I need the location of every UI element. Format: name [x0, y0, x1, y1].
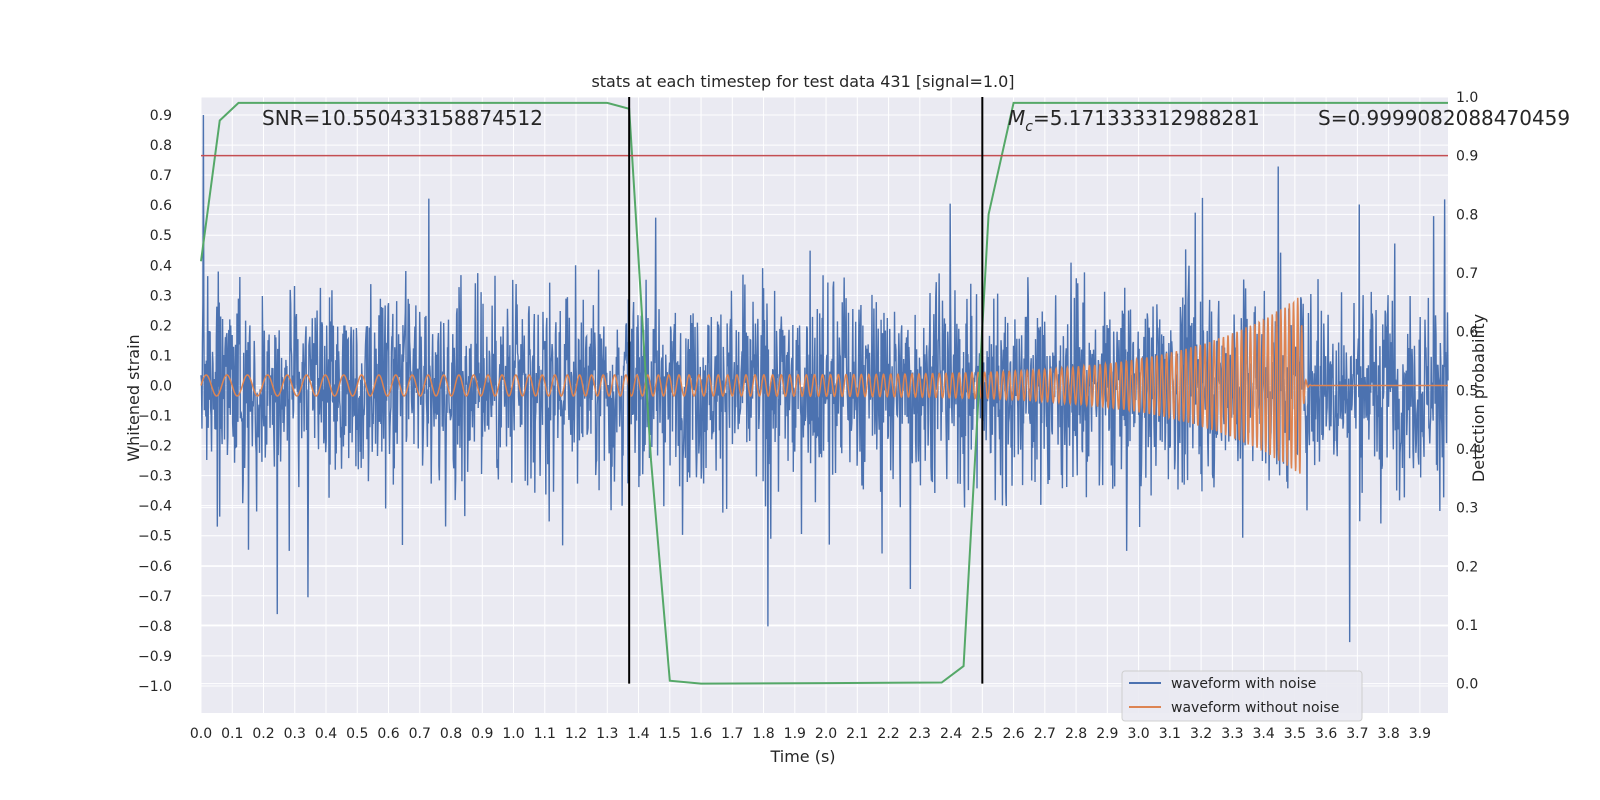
x-tick-label: 0.8: [440, 726, 462, 742]
y2-tick-label: 0.6: [1456, 325, 1478, 341]
legend-label-clean: waveform without noise: [1171, 700, 1339, 716]
y-tick-label: 0.2: [150, 318, 172, 334]
y-tick-label: −0.5: [138, 529, 172, 545]
y-tick-label: −0.2: [138, 439, 172, 455]
x-tick-label: 2.9: [1096, 726, 1118, 742]
x-tick-label: 3.9: [1409, 726, 1431, 742]
x-tick-label: 1.9: [784, 726, 806, 742]
y2-tick-label: 0.5: [1456, 383, 1478, 399]
y2-tick-label: 0.3: [1456, 501, 1478, 517]
y-tick-label: 0.7: [150, 168, 172, 184]
y-tick-label: 0.8: [150, 138, 172, 154]
x-tick-label: 1.0: [502, 726, 524, 742]
legend: waveform with noise waveform without noi…: [1121, 670, 1363, 722]
x-tick-label: 3.3: [1221, 726, 1243, 742]
chirp-mass-value: =5.171333312988281: [1033, 106, 1260, 130]
x-tick-label: 1.7: [721, 726, 743, 742]
x-tick-label: 3.5: [1284, 726, 1306, 742]
y-tick-label: 0.3: [150, 288, 172, 304]
x-tick-label: 1.2: [565, 726, 587, 742]
x-tick-label: 0.9: [471, 726, 493, 742]
y-tick-label: −0.9: [138, 649, 172, 665]
chirp-mass-subscript: c: [1025, 119, 1033, 135]
y-axis-label: Whitened strain: [124, 334, 143, 461]
y-tick-label: −1.0: [138, 679, 172, 695]
x-tick-label: 3.0: [1127, 726, 1149, 742]
x-tick-label: 0.2: [252, 726, 274, 742]
series-detection-probability: [200, 101, 1448, 685]
x-tick-label: 0.3: [284, 726, 306, 742]
chirp-mass-symbol: M: [1008, 106, 1025, 130]
x-tick-label: 0.7: [409, 726, 431, 742]
x-tick-label: 3.2: [1190, 726, 1212, 742]
y-tick-label: 0.5: [150, 228, 172, 244]
x-tick-label: 2.8: [1065, 726, 1087, 742]
x-tick-label: 2.1: [846, 726, 868, 742]
y2-axis-label: Detection probability: [1469, 314, 1488, 482]
y2-tick-label: 0.8: [1456, 207, 1478, 223]
y2-tick-label: 0.7: [1456, 266, 1478, 282]
x-tick-label: 3.8: [1377, 726, 1399, 742]
x-tick-label: 1.3: [596, 726, 618, 742]
x-tick-label: 3.6: [1315, 726, 1337, 742]
x-tick-label: 0.0: [190, 726, 212, 742]
x-tick-label: 2.6: [1002, 726, 1024, 742]
s-annotation: S=0.9999082088470459: [1318, 106, 1570, 130]
x-tick-label: 0.5: [346, 726, 368, 742]
x-tick-label: 3.4: [1252, 726, 1274, 742]
x-axis-label: Time (s): [769, 747, 835, 766]
x-tick-label: 0.4: [315, 726, 337, 742]
y-tick-label: 0.0: [150, 378, 172, 394]
y-tick-label: 0.1: [150, 348, 172, 364]
chirp-mass-annotation: Mc=5.171333312988281: [1008, 106, 1260, 135]
y2-tick-label: 0.1: [1456, 618, 1478, 634]
x-tick-label: 0.1: [221, 726, 243, 742]
x-tick-label: 2.4: [940, 726, 962, 742]
y-tick-label: 0.9: [150, 108, 172, 124]
x-tick-label: 2.3: [909, 726, 931, 742]
y-tick-label: −0.7: [138, 589, 172, 605]
y-tick-label: −0.8: [138, 619, 172, 635]
x-tick-label: 3.1: [1159, 726, 1181, 742]
x-tick-label: 1.6: [690, 726, 712, 742]
chart-title: stats at each timestep for test data 431…: [591, 72, 1014, 91]
y-tick-label: −0.4: [138, 499, 172, 515]
y2-tick-label: 1.0: [1456, 90, 1478, 106]
y-tick-label: 0.6: [150, 198, 172, 214]
x-tick-label: 1.8: [752, 726, 774, 742]
x-tick-label: 1.4: [627, 726, 649, 742]
legend-box: [1121, 670, 1363, 722]
y-tick-label: −0.6: [138, 559, 172, 575]
y2-tick-label: 0.0: [1456, 677, 1478, 693]
y-tick-label: −0.1: [138, 409, 172, 425]
y2-tick-label: 0.2: [1456, 559, 1478, 575]
y2-tick-label: 0.4: [1456, 442, 1478, 458]
y2-tick-label: 0.9: [1456, 149, 1478, 165]
x-tick-label: 1.1: [534, 726, 556, 742]
series-waveform-without-noise: [200, 297, 1448, 474]
x-tick-label: 2.2: [877, 726, 899, 742]
x-tick-label: 2.0: [815, 726, 837, 742]
y-tick-label: 0.4: [150, 258, 172, 274]
x-tick-label: 0.6: [377, 726, 399, 742]
x-tick-label: 1.5: [659, 726, 681, 742]
legend-label-noise: waveform with noise: [1171, 676, 1316, 692]
y-tick-label: −0.3: [138, 469, 172, 485]
x-tick-label: 2.7: [1034, 726, 1056, 742]
x-tick-label: 3.7: [1346, 726, 1368, 742]
snr-annotation: SNR=10.550433158874512: [262, 106, 543, 130]
x-tick-label: 2.5: [971, 726, 993, 742]
